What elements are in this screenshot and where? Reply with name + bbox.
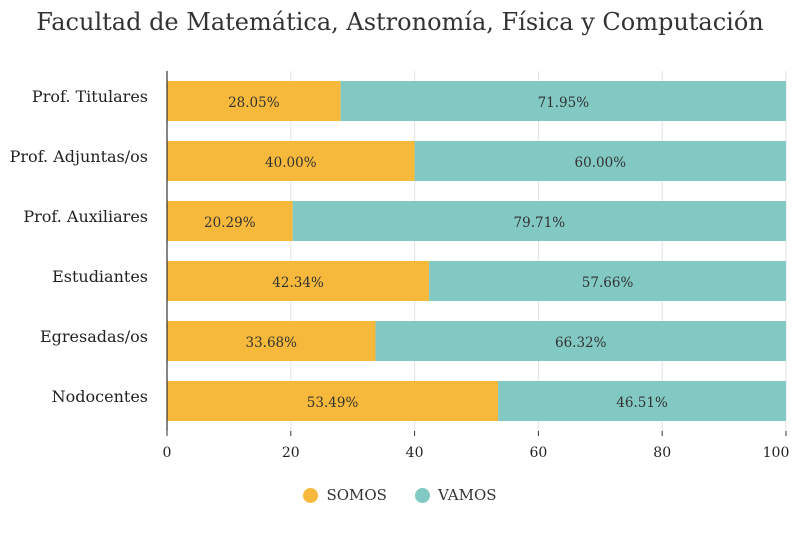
bar-somos-3 (167, 261, 430, 301)
data-label-vamos-1: 60.00% (575, 155, 627, 171)
data-label-somos-4: 33.68% (245, 335, 297, 351)
data-label-somos-2: 20.29% (204, 215, 256, 231)
category-label-1: Prof. Adjuntas/os (10, 147, 148, 166)
x-tick-label-40: 40 (406, 445, 424, 461)
x-tick-label-100: 100 (763, 445, 790, 461)
data-label-vamos-5: 46.51% (616, 395, 668, 411)
data-label-somos-0: 28.05% (228, 95, 280, 111)
data-label-somos-1: 40.00% (265, 155, 317, 171)
bar-somos-2 (167, 201, 293, 241)
x-tick-label-0: 0 (163, 445, 172, 461)
x-tick-label-20: 20 (282, 445, 300, 461)
data-label-vamos-4: 66.32% (555, 335, 607, 351)
bar-somos-0 (167, 81, 341, 121)
bar-vamos-2 (292, 201, 786, 241)
bar-somos-1 (167, 141, 415, 181)
category-label-3: Estudiantes (52, 267, 148, 286)
x-tick-label-60: 60 (529, 445, 547, 461)
data-label-vamos-2: 79.71% (514, 215, 566, 231)
legend-label-vamos: VAMOS (437, 486, 497, 504)
bar-somos-4 (167, 321, 376, 361)
bar-vamos-4 (375, 321, 786, 361)
data-label-somos-3: 42.34% (272, 275, 324, 291)
data-label-vamos-3: 57.66% (582, 275, 634, 291)
legend-item-vamos[interactable]: VAMOS (414, 486, 497, 504)
bar-vamos-1 (414, 141, 786, 181)
bar-vamos-5 (498, 381, 786, 421)
category-label-2: Prof. Auxiliares (23, 207, 148, 226)
chart-title: Facultad de Matemática, Astronomía, Físi… (36, 8, 764, 36)
x-tick-label-80: 80 (653, 445, 671, 461)
legend-label-somos: SOMOS (326, 486, 387, 504)
category-label-5: Nodocentes (52, 387, 148, 406)
category-label-4: Egresadas/os (40, 327, 148, 346)
legend-swatch-somos (303, 487, 319, 503)
legend-item-somos[interactable]: SOMOS (303, 486, 387, 504)
data-label-vamos-0: 71.95% (538, 95, 590, 111)
bar-vamos-0 (340, 81, 786, 121)
data-label-somos-5: 53.49% (307, 395, 359, 411)
bar-somos-5 (167, 381, 499, 421)
legend: SOMOS VAMOS (0, 486, 800, 504)
category-label-0: Prof. Titulares (32, 87, 148, 106)
legend-swatch-vamos (414, 487, 430, 503)
bar-vamos-3 (429, 261, 786, 301)
